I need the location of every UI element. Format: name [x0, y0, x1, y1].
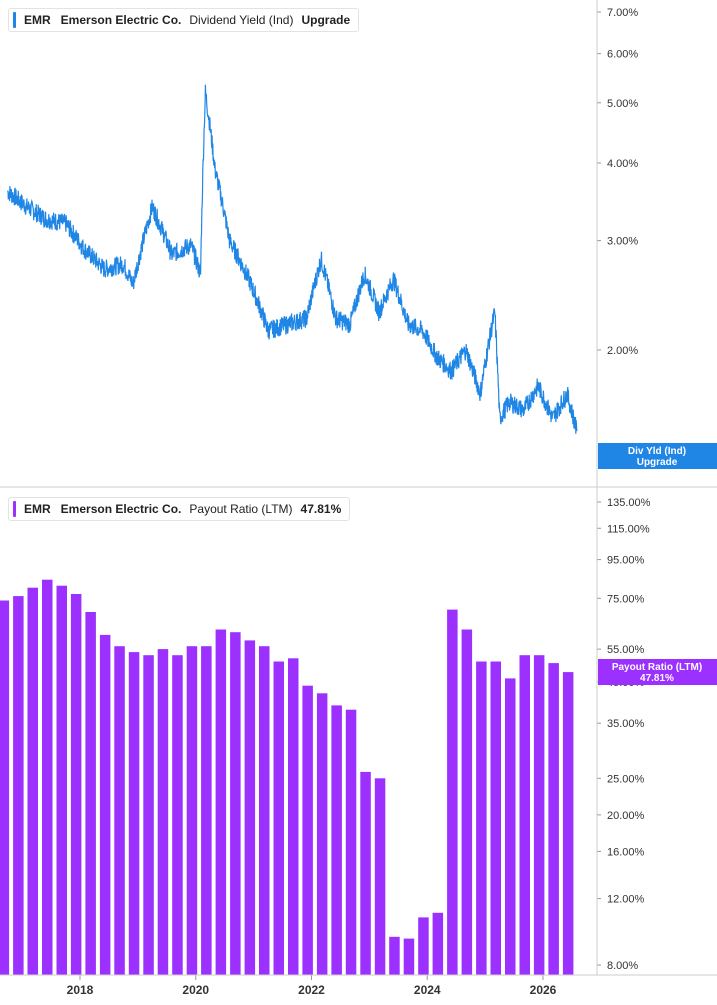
payout-bar[interactable] [186, 646, 198, 975]
payout-legend-value: 47.81% [300, 502, 342, 516]
yield-swatch [13, 12, 16, 28]
payout-bar[interactable] [13, 596, 24, 975]
payout-bar[interactable] [230, 632, 241, 975]
payout-bar[interactable] [56, 585, 68, 975]
payout-bar[interactable] [70, 594, 82, 975]
payout-legend-symbol: EMR [24, 502, 51, 516]
payout-bar[interactable] [172, 655, 183, 975]
payout-bar[interactable] [432, 912, 444, 975]
x-tick-label: 2026 [530, 983, 557, 997]
y-tick-label: 135.00% [607, 497, 651, 509]
x-tick-label: 2022 [298, 983, 325, 997]
payout-bar[interactable] [418, 917, 429, 975]
y-tick-label: 4.00% [607, 158, 638, 170]
y-tick-label: 25.00% [607, 773, 645, 785]
y-tick-label: 6.00% [607, 49, 638, 61]
payout-bar[interactable] [476, 661, 487, 976]
payout-bar[interactable] [114, 646, 125, 975]
yield-legend[interactable]: EMR Emerson Electric Co. Dividend Yield … [8, 8, 360, 32]
payout-bar[interactable] [244, 640, 256, 975]
y-tick-label: 2.00% [607, 345, 638, 357]
y-tick-label: 75.00% [607, 593, 645, 605]
yield-panel: 7.00% 6.00% 5.00% 4.00% 3.00% 2.00% [7, 7, 638, 434]
payout-bar[interactable] [143, 655, 154, 975]
payout-bar[interactable] [490, 661, 502, 976]
yield-badge: Div Yld (Ind)Upgrade [598, 443, 717, 469]
yield-legend-value[interactable]: Upgrade [301, 13, 351, 27]
y-tick-label: 3.00% [607, 236, 638, 248]
payout-bar[interactable] [447, 609, 458, 975]
x-tick-label: 2020 [182, 983, 209, 997]
yield-legend-company: Emerson Electric Co. [60, 13, 182, 27]
payout-badge: Payout Ratio (LTM)47.81% [598, 659, 717, 685]
y-tick-label: 12.00% [607, 894, 645, 906]
payout-bar[interactable] [273, 661, 285, 976]
yield-series-line [7, 84, 578, 434]
payout-legend-metric: Payout Ratio (LTM) [189, 502, 293, 516]
payout-bar[interactable] [345, 709, 357, 975]
payout-bar[interactable] [461, 629, 473, 976]
payout-bar[interactable] [27, 587, 39, 975]
payout-bar[interactable] [562, 672, 574, 975]
y-tick-label: 16.00% [607, 846, 645, 858]
y-tick-label: 8.00% [607, 960, 638, 972]
payout-bar[interactable] [316, 693, 328, 975]
payout-bar[interactable] [519, 655, 531, 975]
payout-bar[interactable] [505, 678, 516, 975]
y-tick-label: 20.00% [607, 810, 645, 822]
payout-bar[interactable] [99, 634, 111, 975]
payout-bar[interactable] [533, 655, 545, 975]
payout-bar[interactable] [389, 936, 400, 975]
payout-badge-label: Payout Ratio (LTM) [612, 662, 702, 673]
payout-bar[interactable] [259, 646, 270, 975]
y-tick-label: 5.00% [607, 98, 638, 110]
payout-bar[interactable] [302, 685, 313, 975]
payout-bar[interactable] [0, 600, 10, 976]
payout-bar[interactable] [403, 938, 415, 975]
payout-bar[interactable] [128, 652, 140, 975]
x-tick-label: 2018 [67, 983, 94, 997]
payout-bar[interactable] [215, 629, 227, 976]
payout-bar[interactable] [42, 579, 53, 975]
payout-swatch [13, 501, 16, 517]
payout-bar[interactable] [331, 705, 342, 975]
yield-legend-symbol: EMR [24, 13, 51, 27]
x-tick-label: 2024 [414, 983, 441, 997]
payout-bar[interactable] [360, 771, 371, 975]
payout-bar[interactable] [201, 646, 212, 975]
yield-badge-label: Div Yld (Ind) [628, 446, 686, 457]
y-tick-label: 35.00% [607, 718, 645, 730]
value-badges: Div Yld (Ind)Upgrade Payout Ratio (LTM)47… [598, 443, 717, 685]
payout-bar[interactable] [157, 649, 169, 975]
payout-legend-company: Emerson Electric Co. [60, 502, 182, 516]
y-tick-label: 7.00% [607, 7, 638, 19]
y-tick-label: 55.00% [607, 644, 645, 656]
payout-bar[interactable] [374, 778, 386, 975]
payout-bar[interactable] [288, 658, 299, 975]
y-tick-label: 95.00% [607, 555, 645, 567]
payout-bar[interactable] [85, 612, 96, 975]
payout-panel: 135.00%115.00%95.00%75.00%55.00%45.00%35… [0, 497, 651, 975]
payout-bar[interactable] [548, 663, 559, 975]
x-axis: 2018 2020 2022 2024 2026 [67, 975, 557, 997]
y-tick-label: 115.00% [607, 523, 650, 535]
payout-legend[interactable]: EMR Emerson Electric Co. Payout Ratio (L… [8, 497, 351, 521]
payout-badge-value: 47.81% [640, 673, 674, 684]
yield-badge-value: Upgrade [637, 457, 678, 468]
yield-legend-metric: Dividend Yield (Ind) [189, 13, 294, 27]
